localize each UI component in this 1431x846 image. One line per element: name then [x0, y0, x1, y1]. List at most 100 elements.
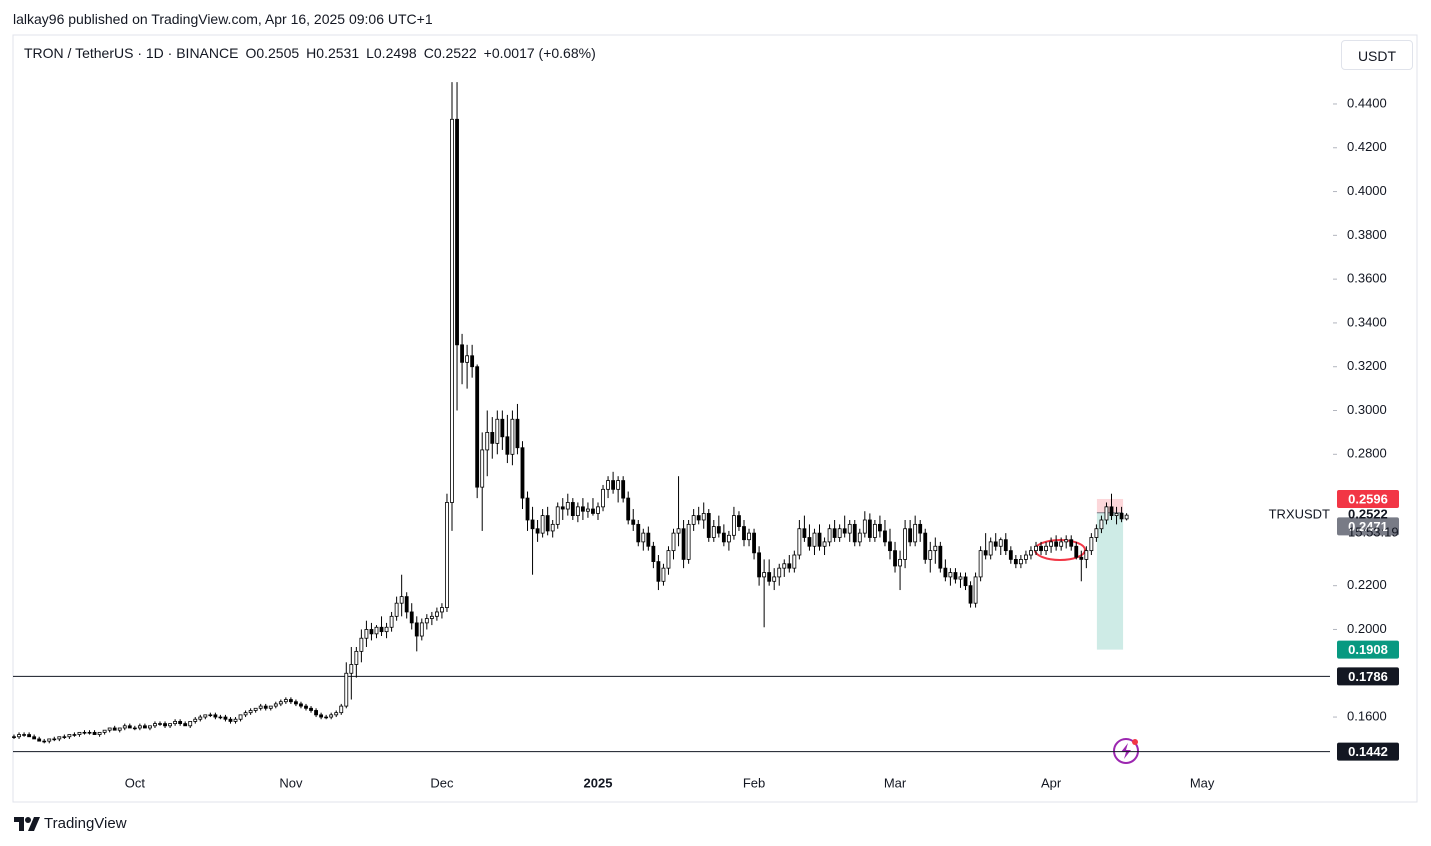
candle-body [299, 703, 303, 707]
candle-body [369, 629, 374, 635]
candle-body [616, 480, 621, 490]
candle-body [314, 710, 318, 716]
candle-body [193, 718, 198, 722]
candle-body [223, 716, 228, 720]
candle-body [1044, 545, 1048, 552]
candle-body [389, 615, 394, 628]
candle-body [666, 550, 671, 569]
candle-body [27, 734, 32, 738]
candle-body [183, 723, 188, 727]
candle-body [550, 523, 555, 532]
candle-body [173, 721, 178, 725]
candle-body [948, 572, 953, 578]
candle-body [852, 523, 857, 543]
candle-body [621, 480, 626, 499]
ohlc-item: H0.2531 [306, 45, 360, 61]
candle-body [817, 532, 822, 547]
candle-body [57, 736, 62, 740]
candle-body [1064, 539, 1069, 543]
price-label-bg [1337, 489, 1399, 508]
candle-body [872, 523, 877, 538]
candle-body [283, 699, 288, 703]
candle-body [1094, 528, 1099, 538]
chart-frame [12, 34, 1418, 803]
y-tick-label: 0.3200 [1347, 358, 1387, 373]
candle-body [319, 714, 324, 718]
y-tick-label: 0.3800 [1347, 227, 1387, 242]
x-tick-label: Mar [884, 775, 907, 790]
candle-body [1008, 550, 1013, 560]
candle-body [1104, 506, 1109, 521]
candle-body [495, 418, 500, 444]
candle-body [440, 607, 444, 613]
candle-body [822, 541, 827, 547]
currency-button[interactable]: USDT [1341, 40, 1413, 70]
price-label-bg [1337, 640, 1399, 659]
candle-body [137, 725, 142, 729]
candle-body [268, 705, 273, 709]
candle-body [117, 727, 122, 731]
candle-body [515, 418, 520, 449]
candle-body [792, 554, 797, 569]
price-label: 0.1442 [1348, 744, 1388, 759]
candle-body [304, 705, 308, 709]
candle-body [580, 506, 585, 512]
candle-body [294, 701, 298, 705]
candle-body [12, 736, 16, 738]
candle-body [656, 561, 661, 582]
candle-body [364, 629, 369, 639]
candle-body [913, 523, 918, 543]
candle-body [525, 497, 530, 521]
candle-body [565, 502, 570, 510]
y-tick-label: 0.4000 [1347, 183, 1387, 198]
candle-body [324, 716, 329, 719]
candle-body [812, 532, 817, 547]
candle-body [243, 712, 248, 716]
candle-body [737, 515, 741, 527]
y-tick-label: 0.4200 [1347, 139, 1387, 154]
ohlc-values: O0.2505 H0.2531 L0.2498 C0.2522 +0.0017 (+0.… [245, 45, 602, 61]
countdown: 15:53:19 [1348, 525, 1399, 540]
candle-body [686, 523, 691, 560]
candle-body [500, 418, 505, 438]
candle-body [535, 528, 540, 534]
legend: TRON / TetherUS · 1D · BINANCE O0.2505 H0.… [24, 45, 610, 61]
candle-body [570, 502, 575, 517]
candle-body [928, 550, 933, 560]
candle-body [716, 526, 721, 534]
y-tick-label: 0.3000 [1347, 402, 1387, 417]
candle-body [132, 727, 137, 730]
candle-body [757, 552, 762, 578]
last-price: 0.2522 [1348, 507, 1388, 522]
candle-body [339, 705, 344, 714]
candle-body [1074, 545, 1079, 558]
candle-body [112, 727, 117, 731]
candle-body [847, 523, 852, 534]
candle-body [1003, 539, 1008, 552]
candle-body [696, 515, 701, 521]
candle-body [1013, 558, 1018, 565]
x-tick-label: May [1190, 775, 1215, 790]
candle-body [837, 528, 842, 538]
candle-body [32, 736, 37, 740]
candle-body [480, 449, 485, 488]
candle-body [309, 707, 313, 711]
candle-body [752, 532, 756, 554]
candle-body [802, 528, 807, 538]
candle-body [726, 534, 731, 543]
candle-body [168, 723, 172, 727]
y-tick-label: 0.3600 [1347, 271, 1387, 286]
candle-body [142, 725, 147, 729]
candle-body [228, 718, 233, 722]
candle-body [998, 539, 1003, 547]
candle-body [671, 532, 676, 552]
candle-body [606, 480, 610, 490]
candle-body [787, 563, 792, 569]
candle-body [37, 738, 42, 742]
target-zone [1096, 512, 1124, 650]
x-tick-label: Nov [279, 775, 303, 790]
candle-body [153, 723, 157, 727]
candle-body [72, 734, 77, 736]
candle-body [797, 528, 802, 556]
